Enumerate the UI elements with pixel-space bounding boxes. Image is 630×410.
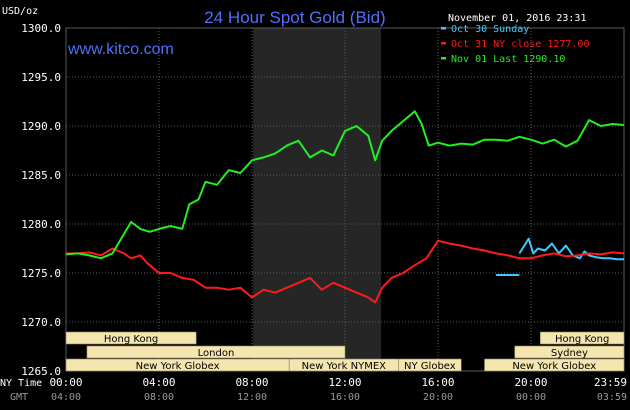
session-box xyxy=(539,331,625,345)
x-tick-label-gmt: 00:00 xyxy=(516,392,546,403)
x-tick-label-ny: 20:00 xyxy=(514,376,547,389)
x-axis-label-ny: NY Time xyxy=(0,378,42,389)
trading-sessions: Hong Kong London New York Globex New York N… xyxy=(65,331,625,372)
y-axis-label: USD/oz xyxy=(2,6,38,17)
session-box xyxy=(514,345,625,359)
legend-swatch-oct31 xyxy=(441,42,446,45)
y-tick-label: 1300.0 xyxy=(21,22,61,35)
x-tick-label-gmt: 20:00 xyxy=(423,392,453,403)
session-label: Hong Kong xyxy=(104,334,158,345)
chart-title: 24 Hour Spot Gold (Bid) xyxy=(204,8,385,27)
x-axis-ticks: 00:00 04:00 08:00 12:00 16:00 20:00 23:59 04:00… xyxy=(49,376,627,403)
session-label: London xyxy=(198,348,235,359)
y-tick-label: 1270.0 xyxy=(21,316,61,329)
legend-swatch-nov01 xyxy=(441,57,446,60)
series-line xyxy=(65,110,625,260)
x-tick-label-gmt: 03:59 xyxy=(597,392,627,403)
session-label: Sydney xyxy=(551,348,588,359)
x-tick-label-ny: 23:59 xyxy=(594,376,627,389)
legend: Oct 30 Sunday Oct 31 NY close 1277.00 No… xyxy=(441,24,589,65)
session-label: NY Globex xyxy=(404,361,456,372)
y-tick-label: 1295.0 xyxy=(21,71,61,84)
legend-label-oct31: Oct 31 NY close 1277.00 xyxy=(451,39,589,50)
session-label: New York NYMEX xyxy=(302,361,387,372)
nymex-shaded-region xyxy=(253,28,382,371)
session-box xyxy=(484,358,625,372)
x-tick-label-ny: 12:00 xyxy=(328,376,361,389)
session-box xyxy=(86,345,346,359)
price-series xyxy=(65,110,625,304)
y-tick-label: 1265.0 xyxy=(21,365,61,378)
session-label: Hong Kong xyxy=(555,334,609,345)
session-label: New York Globex xyxy=(136,361,220,372)
x-tick-label-gmt: 08:00 xyxy=(144,392,174,403)
y-axis-ticks: 1300.0 1295.0 1290.0 1285.0 1280.0 1275.0 1270… xyxy=(21,22,61,378)
legend-label-nov01: Nov 01 Last 1290.10 xyxy=(451,54,565,65)
x-tick-label-ny: 16:00 xyxy=(421,376,454,389)
x-tick-label-ny: 04:00 xyxy=(142,376,175,389)
series-line xyxy=(66,239,625,304)
date-label: November 01, 2016 23:31 xyxy=(448,13,586,24)
session-box xyxy=(65,331,197,345)
x-tick-label-ny: 08:00 xyxy=(235,376,268,389)
session-box xyxy=(398,358,462,372)
y-tick-label: 1285.0 xyxy=(21,169,61,182)
legend-label-oct30: Oct 30 Sunday xyxy=(451,24,529,35)
legend-swatch-oct30 xyxy=(441,27,446,30)
y-tick-label: 1280.0 xyxy=(21,218,61,231)
site-label: www.kitco.com xyxy=(67,41,174,58)
x-axis-label-gmt: GMT xyxy=(10,392,28,403)
y-tick-label: 1290.0 xyxy=(21,120,61,133)
x-tick-label-gmt: 12:00 xyxy=(237,392,267,403)
x-tick-label-gmt: 04:00 xyxy=(51,392,81,403)
session-label: New York Globex xyxy=(512,361,596,372)
x-tick-label-ny: 00:00 xyxy=(49,376,82,389)
x-tick-label-gmt: 16:00 xyxy=(330,392,360,403)
y-tick-label: 1275.0 xyxy=(21,267,61,280)
